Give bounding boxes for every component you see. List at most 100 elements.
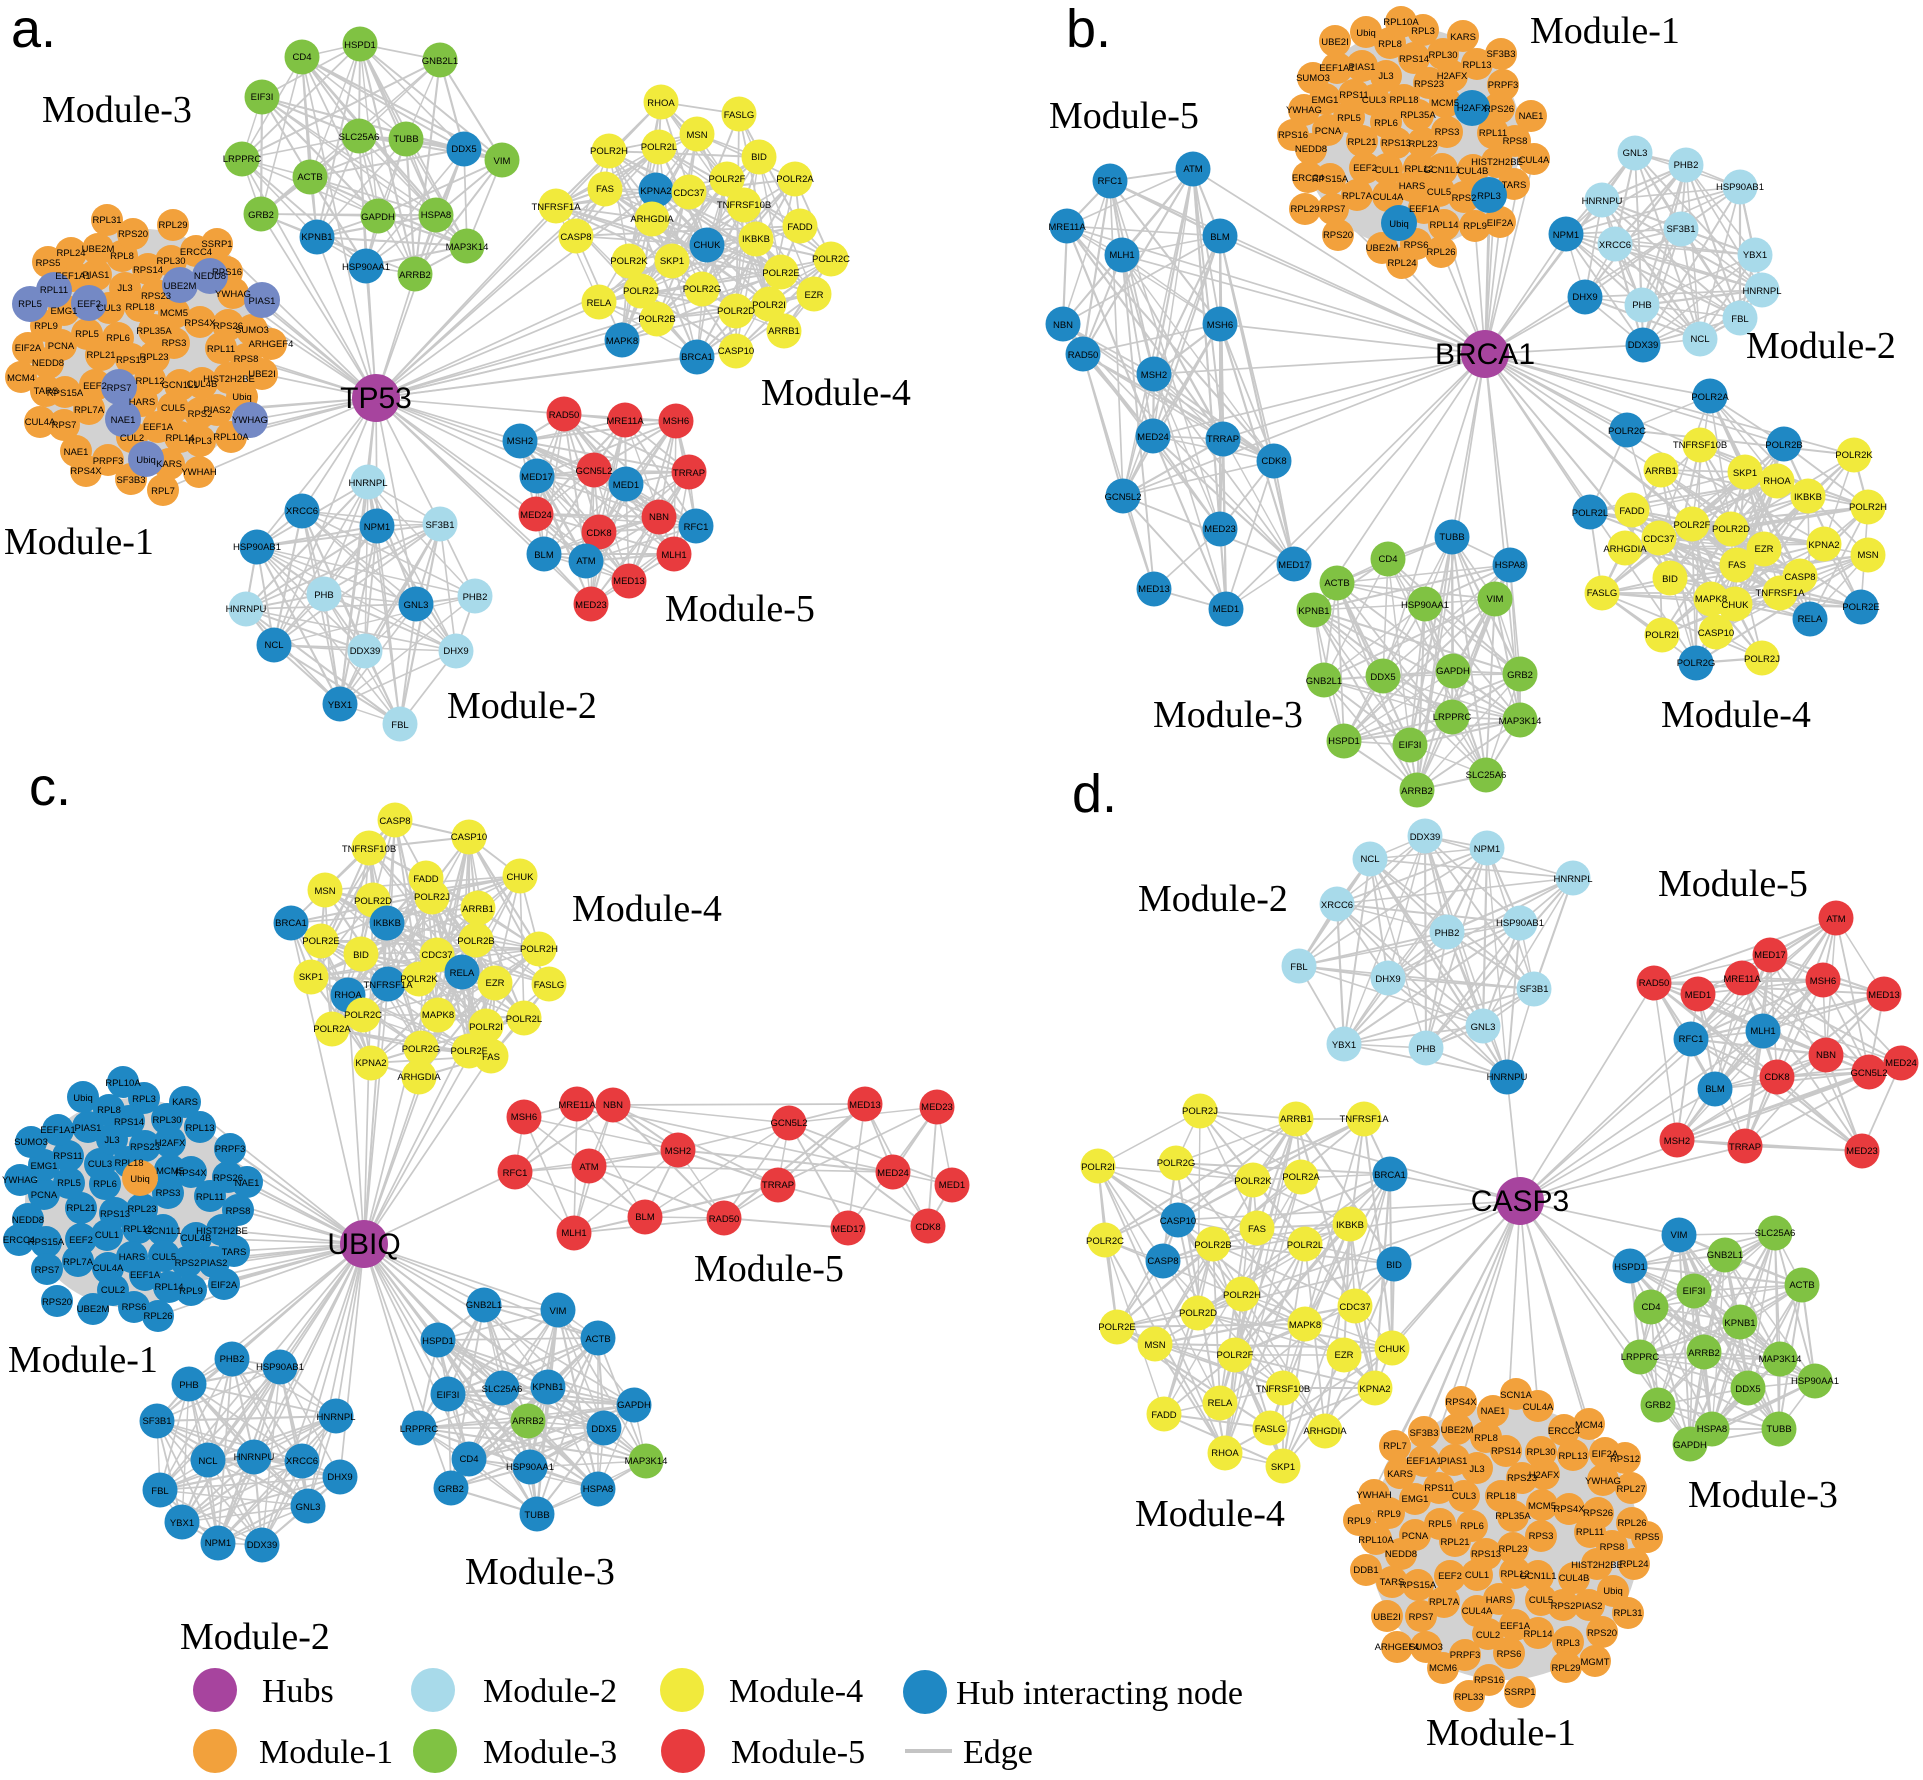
svg-text:RPL10A: RPL10A xyxy=(1383,17,1419,28)
svg-text:EEF2: EEF2 xyxy=(77,299,101,310)
svg-text:TARS: TARS xyxy=(222,1247,247,1258)
svg-text:NPM1: NPM1 xyxy=(1474,844,1500,855)
svg-text:PIAS1: PIAS1 xyxy=(249,296,276,307)
svg-text:Ubiq: Ubiq xyxy=(136,455,156,466)
svg-text:KPNB1: KPNB1 xyxy=(532,1382,563,1393)
svg-text:ARRB1: ARRB1 xyxy=(1280,1114,1312,1125)
svg-text:EEF2: EEF2 xyxy=(83,381,107,392)
svg-text:NAE1: NAE1 xyxy=(1481,1406,1506,1417)
svg-text:RPL5: RPL5 xyxy=(1337,113,1361,124)
svg-text:TRRAP: TRRAP xyxy=(1207,434,1239,445)
svg-text:MSH2: MSH2 xyxy=(507,436,533,447)
svg-text:TRRAP: TRRAP xyxy=(1729,1142,1761,1153)
svg-text:MED17: MED17 xyxy=(1754,950,1786,961)
svg-text:Edge: Edge xyxy=(963,1734,1033,1771)
svg-text:Module-2: Module-2 xyxy=(180,1616,330,1658)
svg-text:NBN: NBN xyxy=(603,1100,623,1111)
svg-text:HNRNPU: HNRNPU xyxy=(234,1452,275,1463)
svg-text:RPS14: RPS14 xyxy=(1491,1446,1521,1457)
svg-text:POLR2A: POLR2A xyxy=(313,1024,351,1035)
svg-text:POLR2H: POLR2H xyxy=(1849,502,1887,513)
svg-text:MSH6: MSH6 xyxy=(511,1112,537,1123)
svg-text:CUL1: CUL1 xyxy=(95,1230,119,1241)
svg-text:DDB1: DDB1 xyxy=(1353,1565,1378,1576)
svg-text:PIAS1: PIAS1 xyxy=(83,270,110,281)
svg-text:Module-2: Module-2 xyxy=(1138,878,1288,920)
svg-text:SLC25A6: SLC25A6 xyxy=(1466,770,1507,781)
svg-text:RAD50: RAD50 xyxy=(709,1214,740,1225)
svg-text:EEF1A1: EEF1A1 xyxy=(1319,63,1354,74)
svg-text:GRB2: GRB2 xyxy=(248,210,274,221)
svg-text:RPS26: RPS26 xyxy=(213,1173,243,1184)
svg-text:Module-2: Module-2 xyxy=(483,1673,617,1710)
svg-text:HARS: HARS xyxy=(1486,1595,1512,1606)
svg-text:DDX5: DDX5 xyxy=(1735,1384,1760,1395)
svg-text:PIAS2: PIAS2 xyxy=(1576,1601,1603,1612)
svg-text:CDC37: CDC37 xyxy=(421,950,452,961)
svg-text:HIST2H2BE: HIST2H2BE xyxy=(196,1226,248,1237)
svg-text:MED1: MED1 xyxy=(939,1180,965,1191)
svg-text:BRCA1: BRCA1 xyxy=(275,918,307,929)
svg-text:SLC25A6: SLC25A6 xyxy=(339,132,380,143)
svg-text:RPL9: RPL9 xyxy=(1463,221,1487,232)
svg-text:RHOA: RHOA xyxy=(334,990,362,1001)
svg-text:RPL26: RPL26 xyxy=(143,1311,172,1322)
svg-text:RPL33: RPL33 xyxy=(1454,1692,1483,1703)
svg-text:GAPDH: GAPDH xyxy=(1436,666,1470,677)
svg-text:CUL4B: CUL4B xyxy=(187,379,218,390)
svg-text:ACTB: ACTB xyxy=(585,1334,610,1345)
svg-text:RPL14: RPL14 xyxy=(1429,220,1458,231)
svg-text:PCNA: PCNA xyxy=(48,341,75,352)
svg-text:LRPPRC: LRPPRC xyxy=(223,154,262,165)
svg-text:Module-4: Module-4 xyxy=(729,1673,863,1710)
svg-text:Ubiq: Ubiq xyxy=(1603,1586,1623,1597)
svg-text:ERCC4: ERCC4 xyxy=(180,247,212,258)
svg-text:HSPD1: HSPD1 xyxy=(344,40,376,51)
svg-text:RPS6: RPS6 xyxy=(1497,1649,1522,1660)
svg-text:TNFRSF1A: TNFRSF1A xyxy=(1755,588,1805,599)
svg-text:UBE2M: UBE2M xyxy=(164,281,197,292)
svg-text:RPS2: RPS2 xyxy=(188,409,213,420)
svg-text:MSN: MSN xyxy=(686,130,707,141)
svg-text:TARS: TARS xyxy=(1380,1577,1405,1588)
svg-text:FAS: FAS xyxy=(482,1052,500,1063)
svg-text:MED23: MED23 xyxy=(1846,1146,1878,1157)
svg-text:LRPPRC: LRPPRC xyxy=(1621,1352,1660,1363)
svg-text:FAS: FAS xyxy=(596,184,614,195)
svg-text:GNB2L1: GNB2L1 xyxy=(422,56,458,67)
svg-text:Module-3: Module-3 xyxy=(465,1551,615,1593)
svg-text:EZR: EZR xyxy=(1755,544,1774,555)
svg-text:CDK8: CDK8 xyxy=(586,528,611,539)
svg-text:KPNB1: KPNB1 xyxy=(1724,1318,1755,1329)
svg-text:POLR2C: POLR2C xyxy=(1086,1236,1124,1247)
svg-text:POLR2A: POLR2A xyxy=(1691,392,1729,403)
svg-text:HARS: HARS xyxy=(119,1252,145,1263)
svg-text:RPS15A: RPS15A xyxy=(1312,174,1349,185)
svg-text:EMG1: EMG1 xyxy=(1312,95,1339,106)
svg-text:RPL10A: RPL10A xyxy=(105,1078,141,1089)
svg-text:Module-1: Module-1 xyxy=(4,521,154,563)
svg-text:MED1: MED1 xyxy=(1685,990,1711,1001)
svg-text:CUL5: CUL5 xyxy=(1529,1595,1553,1606)
svg-text:Ubiq: Ubiq xyxy=(130,1174,150,1185)
svg-text:H2AFX: H2AFX xyxy=(1529,1470,1560,1481)
svg-text:H2AFX: H2AFX xyxy=(1437,71,1468,82)
svg-text:MAP3K14: MAP3K14 xyxy=(446,242,489,253)
svg-text:RPS23: RPS23 xyxy=(1507,1473,1537,1484)
svg-text:BID: BID xyxy=(1662,574,1678,585)
svg-text:POLR2I: POLR2I xyxy=(469,1022,503,1033)
svg-text:MED24: MED24 xyxy=(1137,432,1169,443)
svg-text:GRB2: GRB2 xyxy=(1645,1400,1671,1411)
svg-text:CASP8: CASP8 xyxy=(379,816,410,827)
svg-text:XRCC6: XRCC6 xyxy=(286,506,318,517)
svg-text:TUBB: TUBB xyxy=(1439,532,1464,543)
svg-text:FADD: FADD xyxy=(787,222,812,233)
svg-text:SUMO3: SUMO3 xyxy=(1409,1642,1443,1653)
svg-text:CHUK: CHUK xyxy=(507,872,535,883)
svg-text:TNFRSF1A: TNFRSF1A xyxy=(363,980,413,991)
svg-text:RPL30: RPL30 xyxy=(152,1115,181,1126)
svg-text:MSH2: MSH2 xyxy=(1664,1136,1690,1147)
svg-text:UBE2I: UBE2I xyxy=(1321,37,1348,48)
svg-text:PRPF3: PRPF3 xyxy=(1488,80,1519,91)
svg-text:POLR2I: POLR2I xyxy=(1645,630,1679,641)
